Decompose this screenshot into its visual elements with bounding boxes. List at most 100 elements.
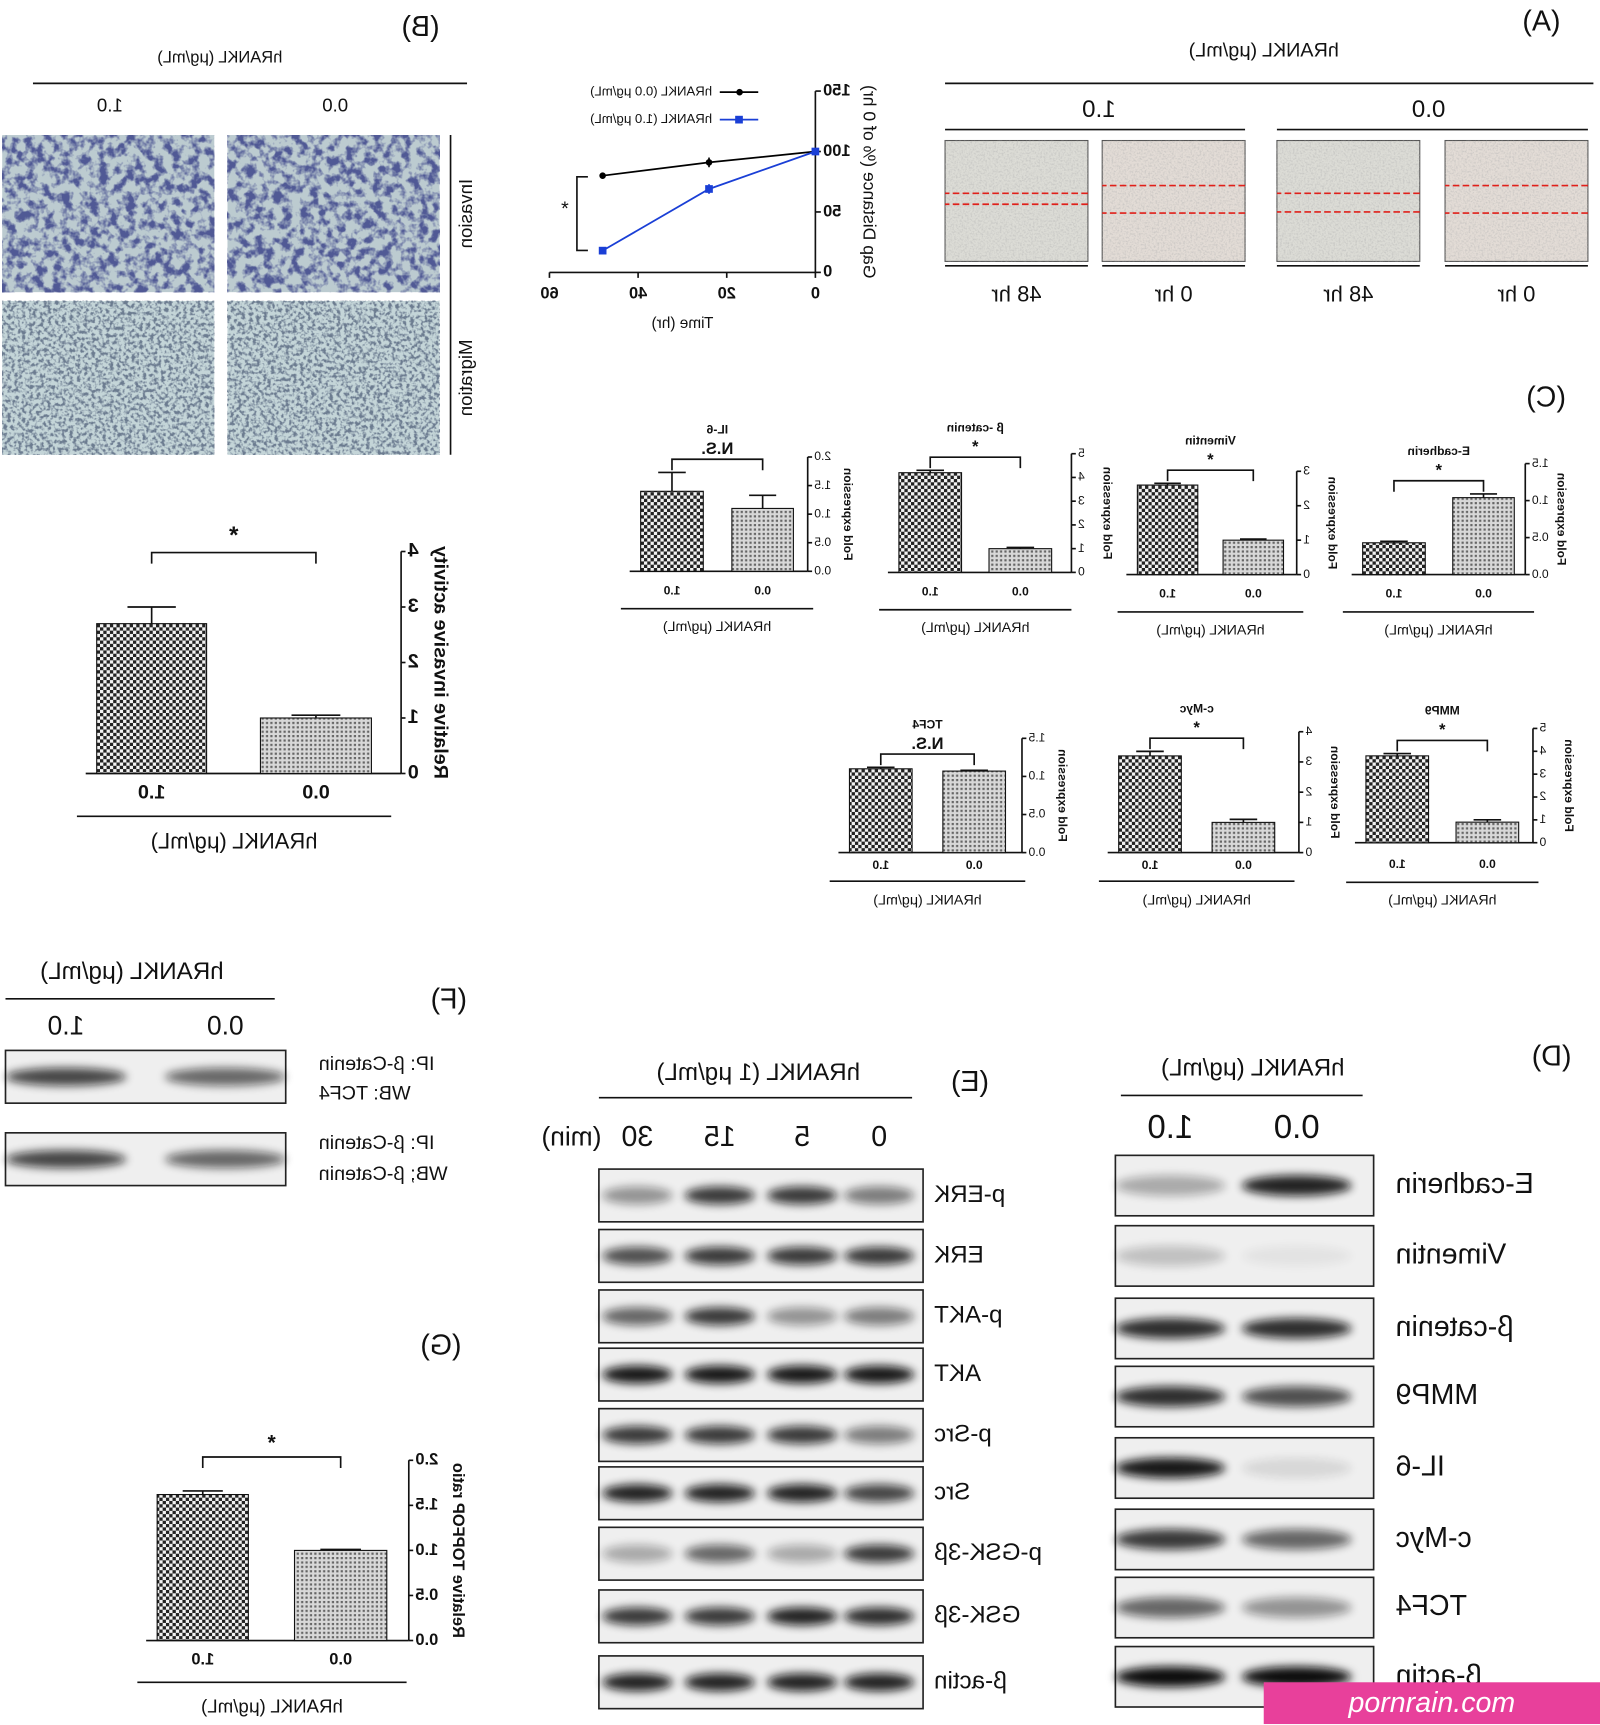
chart-title: IL-6 <box>706 422 728 436</box>
blot-band <box>1115 1529 1226 1550</box>
y-tick-label: 2.0 <box>814 449 831 463</box>
error-bar <box>658 471 686 492</box>
y-tick-label: 0.5 <box>814 535 831 549</box>
blot-band <box>1115 1245 1226 1267</box>
bar <box>1118 755 1182 854</box>
y-tick-label: 2 <box>1303 498 1310 512</box>
y-tick-label: 0.0 <box>1532 567 1549 581</box>
blot-band <box>602 1673 673 1692</box>
y-tick-label: 1.0 <box>415 1541 438 1559</box>
time-label: 0 <box>871 1121 887 1153</box>
time-label: 48 hr <box>991 281 1041 306</box>
y-tick-label: 4 <box>408 540 419 562</box>
y-tick-label: 3 <box>408 595 419 617</box>
x-tick-label: 60 <box>540 285 558 303</box>
blot-band <box>1115 1666 1226 1688</box>
y-tick-label: 1 <box>408 706 419 728</box>
blot-band <box>843 1484 915 1503</box>
blot-band <box>843 1544 915 1563</box>
blot-band <box>684 1484 755 1503</box>
group-label: 0.0 <box>1274 1108 1320 1145</box>
bracket <box>150 551 317 564</box>
legend-label: hRANKL (1.0 μg/mL) <box>590 111 712 126</box>
annotation: * <box>971 438 978 456</box>
time-unit: (min) <box>541 1121 601 1151</box>
bar <box>1365 755 1430 844</box>
blot-band <box>843 1186 915 1205</box>
blot-band <box>767 1607 838 1626</box>
y-tick-label: 1.5 <box>415 1496 438 1514</box>
chart-title: E-cadherin <box>1408 444 1470 458</box>
blot-band <box>767 1186 838 1205</box>
panel-label: (A) <box>1522 5 1560 37</box>
bar <box>1211 821 1276 854</box>
x-tick-label: 1.0 <box>922 584 939 598</box>
x-tick-label: 1.0 <box>138 781 165 803</box>
x-tick-label: 1.0 <box>1159 587 1176 601</box>
y-tick-label: 0 <box>823 263 832 281</box>
group-label: 0.0 <box>207 1010 244 1040</box>
bar <box>259 717 372 775</box>
x-axis-label: Time (hr) <box>652 315 714 332</box>
y-tick-label: 1.0 <box>814 506 831 520</box>
error-bar <box>291 714 341 718</box>
blot-band <box>1241 1529 1352 1550</box>
group-title: hRANKL (μg/mL) <box>157 48 282 66</box>
bar <box>156 1493 249 1642</box>
annotation: * <box>561 198 569 220</box>
x-tick-label: 0.0 <box>1235 858 1252 872</box>
y-tick-label: 0.5 <box>1532 530 1549 544</box>
row-label: MMP9 <box>1396 1379 1479 1411</box>
micrograph-texture <box>1445 140 1588 262</box>
x-tick-label: 40 <box>629 285 647 303</box>
y-tick-label: 0.0 <box>814 563 831 577</box>
marker <box>705 159 713 166</box>
panel-label: (C) <box>1526 381 1566 413</box>
y-axis-label: Relative invasive activity <box>429 546 451 779</box>
group-title: hRANKL (μg/mL) <box>1189 40 1339 62</box>
y-tick-label: 0.0 <box>1028 845 1045 859</box>
chart-title: c-Myc <box>1179 701 1214 715</box>
error-bar <box>749 494 777 509</box>
row-label: AKT <box>934 1360 981 1387</box>
blot-band <box>602 1246 673 1265</box>
blot-band <box>1241 1597 1352 1618</box>
x-tick-label: 0 <box>811 285 820 303</box>
error-bar <box>127 606 176 624</box>
legend-label: hRANKL (0.0 μg/mL) <box>590 84 712 99</box>
y-tick-label: 2 <box>1539 789 1546 803</box>
blot-band <box>164 1150 286 1169</box>
group-label: 1.0 <box>48 1010 85 1040</box>
y-tick-label: 2 <box>1305 784 1312 798</box>
group-label: 1.0 <box>1082 96 1116 123</box>
row-label: p-GSK-3β <box>934 1539 1042 1566</box>
error-bar <box>1006 546 1035 549</box>
bar <box>1362 542 1426 576</box>
blot-band <box>843 1307 915 1326</box>
blot-band <box>1241 1175 1352 1196</box>
annotation: * <box>1207 451 1214 469</box>
x-axis-label: hRANKL (μg/mL) <box>1156 622 1264 638</box>
watermark: pornrain.com <box>1348 1687 1516 1719</box>
y-tick-label: 2.0 <box>415 1451 438 1469</box>
chart-title: Vimentin <box>1185 433 1236 447</box>
y-axis-label: Fold expression <box>1055 749 1069 842</box>
blot-band <box>767 1246 838 1265</box>
y-axis-label: Fold expression <box>1328 746 1342 839</box>
x-axis-label: hRANKL (μg/mL) <box>201 1695 343 1716</box>
micrograph-texture <box>227 135 440 293</box>
bar <box>640 490 704 572</box>
x-tick-label: 0.0 <box>1479 857 1496 871</box>
y-tick-label: 1 <box>1539 812 1546 826</box>
y-tick-label: 4 <box>1305 724 1312 738</box>
bar <box>1222 539 1285 576</box>
blot-band <box>684 1365 755 1384</box>
mirrored-figure: (A) hRANKL (μg/mL) 0.0 1.0 0 hr 48 hr 0 hr 48 h… <box>2 5 1594 1716</box>
blot-band <box>767 1426 838 1444</box>
row-label: p-AKT <box>934 1302 1003 1329</box>
y-tick-label: 5 <box>1539 721 1546 735</box>
chart-title: TCF4 <box>912 717 942 731</box>
marker <box>599 172 606 179</box>
time-label: 0 hr <box>1155 281 1193 306</box>
blot-band <box>767 1673 838 1692</box>
